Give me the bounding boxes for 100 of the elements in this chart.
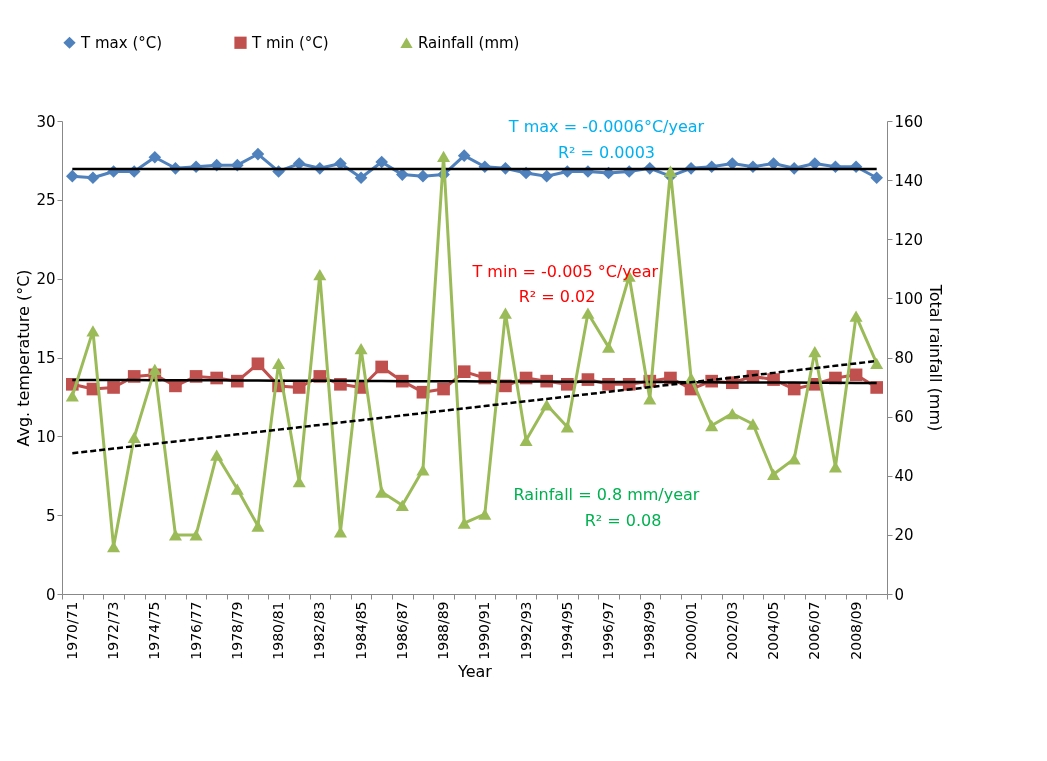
point	[767, 468, 781, 480]
annotation: Rainfall = 0.8 mm/year	[513, 485, 700, 504]
legend-label: T min (°C)	[251, 33, 329, 52]
y2-tick-label: 140	[894, 171, 924, 190]
x-tick-label: 1998/99	[641, 601, 658, 660]
point	[849, 310, 863, 322]
x-tick-label: 2006/07	[806, 601, 823, 660]
point	[210, 449, 224, 461]
y2-tick-label: 20	[894, 526, 914, 545]
point	[148, 363, 162, 375]
point	[65, 390, 79, 402]
y2-tick-label: 40	[894, 467, 914, 486]
point	[416, 169, 430, 183]
point	[705, 419, 719, 432]
y2-tick-label: 60	[894, 408, 914, 427]
point	[602, 341, 616, 353]
point	[519, 166, 533, 180]
point	[870, 357, 884, 370]
point	[313, 269, 327, 281]
point	[725, 408, 739, 420]
y-tick-label: 10	[36, 427, 56, 446]
point	[849, 368, 863, 382]
x-tick-label: 1984/85	[352, 601, 369, 660]
point	[437, 150, 451, 163]
point	[540, 169, 554, 183]
point	[581, 307, 595, 319]
x-tick-label: 1996/97	[600, 601, 617, 660]
point	[437, 382, 450, 396]
x-tick-label: 1986/87	[393, 601, 410, 660]
point	[663, 165, 677, 177]
point	[457, 149, 471, 163]
x-tick-label: 1994/95	[558, 601, 575, 660]
point	[375, 360, 389, 374]
y-tick-label: 5	[45, 506, 56, 525]
point	[86, 325, 100, 337]
x-tick-label: 1976/77	[187, 601, 204, 660]
x-tick-label: 1990/91	[476, 601, 493, 660]
x-tick-label: 1970/71	[63, 601, 80, 660]
point	[272, 357, 286, 370]
point	[148, 150, 162, 164]
x-tick-label: 1972/73	[105, 601, 122, 660]
x-tick-label: 1988/89	[435, 601, 452, 660]
point	[65, 169, 79, 183]
point	[375, 486, 389, 498]
point	[251, 147, 265, 161]
point	[230, 483, 244, 495]
point	[292, 381, 306, 394]
x-tick-label: 1978/79	[228, 601, 245, 660]
point	[354, 171, 368, 185]
x-tick-label: 2002/03	[723, 601, 740, 660]
point	[746, 418, 760, 430]
point	[498, 307, 512, 319]
y-tick-label: 0	[45, 585, 56, 604]
point	[560, 421, 574, 433]
point	[519, 434, 533, 446]
y2-tick-label: 100	[894, 289, 924, 308]
x-tick-label: 2004/05	[765, 601, 782, 660]
point	[540, 399, 554, 411]
point	[416, 464, 430, 476]
annotation: T min = -0.005 °C/year	[471, 262, 659, 281]
y2-tick-label: 80	[894, 349, 914, 367]
x-axis-title: Year	[457, 661, 493, 681]
annotation: R² = 0.08	[584, 511, 662, 530]
point	[395, 499, 409, 511]
point	[375, 155, 389, 169]
annotation: R² = 0.02	[518, 287, 596, 306]
x-tick-label: 1974/75	[146, 601, 163, 660]
x-tick-label: 2000/01	[682, 601, 699, 660]
point	[478, 508, 492, 520]
y-tick-label: 20	[36, 270, 56, 289]
point	[457, 517, 471, 529]
annotation: R² = 0.0003	[557, 143, 656, 162]
point	[808, 345, 822, 358]
point	[870, 171, 884, 185]
point	[168, 529, 182, 541]
point	[808, 157, 822, 170]
point	[725, 157, 739, 170]
point	[127, 431, 141, 443]
x-tick-label: 1980/81	[270, 601, 287, 660]
point	[457, 365, 471, 379]
y2-tick-label: 160	[894, 112, 924, 131]
y-tick-label: 30	[36, 112, 56, 131]
point	[787, 453, 801, 465]
y2-axis-title: Total rainfall (mm)	[926, 283, 946, 432]
point	[189, 529, 203, 541]
point	[107, 381, 120, 394]
point	[643, 393, 657, 405]
legend-label: Rainfall (mm)	[418, 33, 520, 52]
point	[86, 171, 100, 185]
legend-label: T max (°C)	[80, 33, 163, 52]
point	[395, 168, 409, 181]
y-tick-label: 15	[36, 349, 56, 367]
annotation: T max = -0.0006°C/year	[507, 117, 705, 136]
point	[354, 342, 368, 355]
x-tick-label: 1982/83	[311, 601, 328, 660]
y2-tick-label: 120	[894, 230, 924, 249]
y2-tick-label: 0	[894, 585, 905, 604]
point	[292, 157, 306, 170]
y-axis-title: Avg. temperature (°C)	[14, 269, 34, 447]
point	[251, 357, 265, 371]
